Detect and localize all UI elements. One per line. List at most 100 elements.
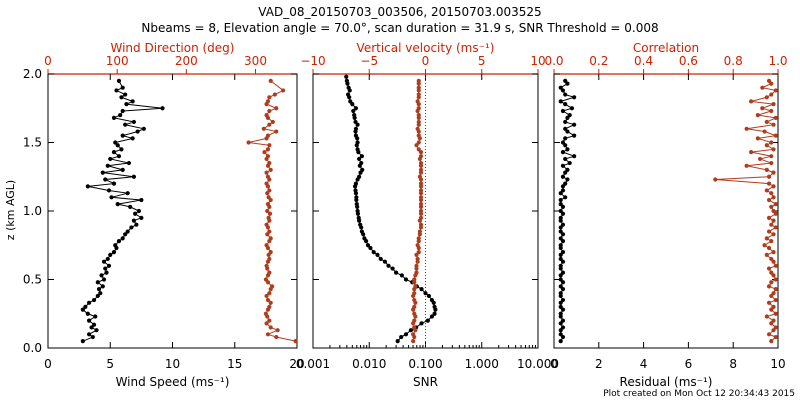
- plot-frame: [553, 73, 779, 349]
- data-point: [760, 85, 765, 90]
- data-point: [771, 218, 776, 223]
- data-point: [744, 126, 749, 131]
- data-point: [560, 140, 566, 145]
- data-point: [131, 218, 137, 223]
- top-tick-label: 0.6: [679, 54, 698, 68]
- data-point: [80, 307, 85, 312]
- data-point: [352, 113, 357, 118]
- data-point: [558, 304, 563, 309]
- data-point: [417, 229, 422, 234]
- data-point: [766, 215, 772, 220]
- data-point: [109, 195, 114, 200]
- data-point: [95, 293, 100, 299]
- data-point: [116, 239, 122, 244]
- data-point: [762, 129, 767, 134]
- bottom-axis-label: SNR: [413, 375, 438, 389]
- data-point: [101, 277, 107, 282]
- data-point: [416, 140, 421, 145]
- bottom-tick-label: 4: [640, 357, 648, 371]
- data-point: [769, 280, 774, 285]
- data-point: [265, 297, 271, 303]
- data-point: [429, 314, 435, 319]
- data-point: [348, 99, 353, 104]
- data-point: [136, 208, 141, 214]
- data-point: [419, 321, 424, 326]
- data-point: [771, 232, 776, 237]
- data-point: [362, 236, 367, 241]
- data-point: [272, 92, 277, 97]
- data-point: [558, 277, 563, 282]
- data-point: [418, 202, 424, 207]
- data-point: [416, 113, 421, 118]
- data-point: [120, 236, 125, 241]
- data-point: [418, 208, 424, 214]
- y-tick-label: 0.0: [23, 341, 42, 355]
- data-point: [123, 122, 128, 127]
- data-point: [412, 304, 417, 309]
- data-point: [355, 140, 360, 145]
- bottom-tick-label: 0.100: [408, 357, 442, 371]
- data-point: [764, 188, 769, 193]
- data-point: [412, 311, 417, 316]
- y-axis-label: z (km AGL): [4, 180, 17, 240]
- top-tick-label: 0.0: [544, 54, 563, 68]
- data-point: [563, 78, 568, 83]
- data-point: [360, 167, 365, 172]
- data-point: [119, 95, 124, 100]
- data-point: [274, 106, 279, 111]
- data-point: [563, 136, 568, 141]
- data-point: [558, 215, 563, 220]
- data-point: [766, 266, 772, 271]
- data-point: [416, 133, 421, 138]
- data-point: [558, 263, 563, 268]
- data-point: [106, 263, 112, 268]
- data-point: [264, 263, 269, 268]
- data-point: [399, 273, 404, 278]
- bottom-axis-label: Wind Speed (ms⁻¹): [116, 375, 230, 389]
- data-point: [265, 202, 271, 207]
- data-point: [125, 229, 130, 234]
- data-point: [411, 339, 416, 344]
- data-point: [399, 334, 404, 340]
- data-point: [131, 174, 137, 179]
- data-point: [769, 256, 774, 262]
- data-point: [354, 195, 359, 200]
- data-point: [386, 263, 391, 268]
- data-point: [113, 140, 118, 145]
- top-tick-label: 0.8: [724, 54, 743, 68]
- data-point: [418, 195, 424, 200]
- data-point: [91, 297, 97, 303]
- data-point: [771, 208, 776, 214]
- data-point: [246, 140, 251, 145]
- data-point: [773, 297, 778, 303]
- data-point: [368, 245, 373, 251]
- data-point: [560, 163, 566, 168]
- data-point: [96, 286, 102, 292]
- data-point: [264, 293, 269, 299]
- data-point: [126, 160, 132, 166]
- top-tick-label: 0: [44, 54, 52, 68]
- bottom-tick-label: 0.010: [352, 357, 386, 371]
- data-point: [111, 149, 117, 155]
- data-point: [432, 304, 437, 309]
- data-point: [769, 160, 774, 166]
- data-point: [264, 243, 269, 248]
- data-point: [268, 300, 273, 305]
- data-point: [359, 229, 364, 234]
- data-point: [771, 291, 776, 296]
- plot-frame: [312, 73, 539, 349]
- bottom-tick-label: 20: [289, 357, 304, 371]
- data-point: [415, 126, 420, 131]
- data-point: [415, 99, 420, 104]
- data-point: [108, 252, 113, 257]
- bottom-tick-label: 0.001: [296, 357, 330, 371]
- data-point: [265, 174, 271, 179]
- data-point: [773, 277, 778, 282]
- data-point: [713, 177, 718, 182]
- data-point: [418, 215, 424, 220]
- data-point: [416, 85, 421, 90]
- data-point: [565, 177, 570, 182]
- y-tick-label: 2.0: [23, 67, 42, 81]
- data-point: [356, 156, 362, 162]
- data-point: [563, 156, 568, 162]
